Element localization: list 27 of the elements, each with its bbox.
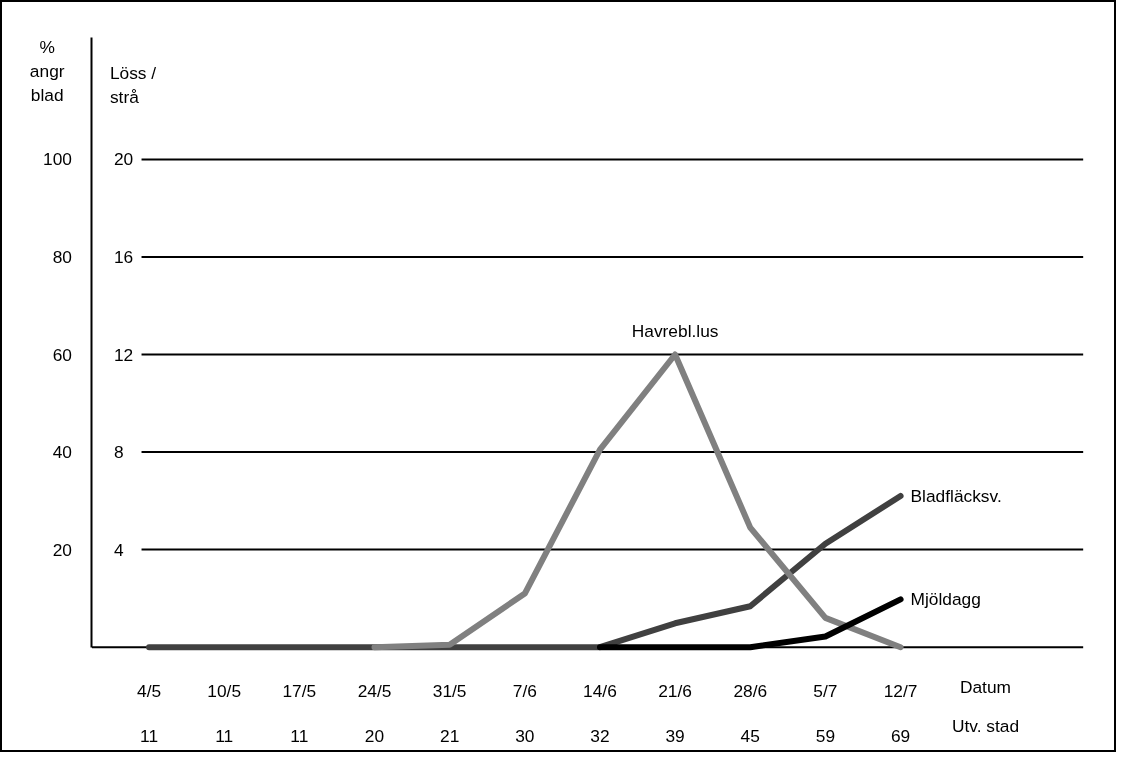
y2-tick-label: 20	[113, 149, 134, 170]
y-tick-label: 60	[52, 344, 72, 365]
y-tick-label: 20	[52, 539, 72, 560]
series-label: Bladfläcksv.	[910, 485, 1002, 506]
category-label: 31/5 21	[432, 681, 467, 747]
category-label: 5/7 59	[813, 681, 838, 747]
category-label: 14/6 32	[583, 681, 617, 747]
category-label: 12/7 69	[883, 681, 918, 747]
category-label: 28/6 45	[733, 681, 768, 747]
category-label: 24/5 20	[357, 681, 392, 747]
y2-axis-title: Löss / strå	[109, 63, 157, 108]
y2-tick-label: 16	[113, 246, 134, 267]
y2-tick-label: 12	[113, 344, 134, 365]
category-label: 17/5 11	[282, 681, 317, 747]
y-axis-title: % angr blad	[29, 37, 65, 106]
y-tick-label: 40	[52, 442, 72, 463]
category-label: 4/5 11	[137, 681, 162, 747]
y-tick-label: 80	[52, 246, 72, 267]
x-axis-title: Datum Utv. stad	[951, 677, 1020, 737]
y2-tick-label: 8	[113, 442, 124, 463]
category-label: 10/5 11	[207, 681, 242, 747]
y-tick-label: 100	[43, 149, 72, 170]
y2-tick-label: 4	[113, 539, 124, 560]
series-label: Havrebl.lus	[631, 320, 719, 341]
category-label: 7/6 30	[512, 681, 537, 747]
category-label: 21/6 39	[658, 681, 692, 747]
series-label: Mjöldagg	[910, 589, 981, 610]
